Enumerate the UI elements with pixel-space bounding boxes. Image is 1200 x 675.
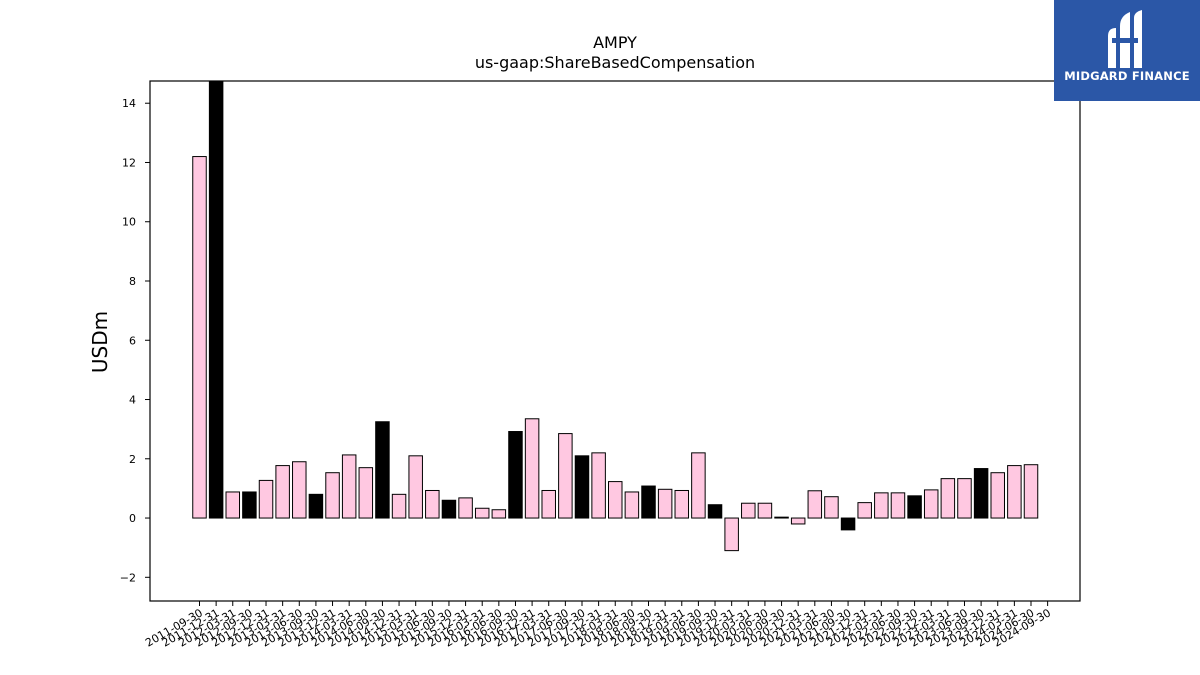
bar-2017-03-31 [541,489,556,519]
bar-2012-03-31 [225,491,241,519]
bar-2021-06-30 [824,496,839,519]
bar-2017-09-30 [574,455,590,519]
bar-2023-09-30 [973,468,989,519]
midgard-logo-icon [1108,10,1142,68]
chart-title: AMPY [593,33,637,52]
bar-2014-09-30 [375,421,390,519]
bar-2013-12-31 [325,472,340,519]
bar-2023-06-30 [957,478,972,519]
y-tick-label: 0 [129,512,136,525]
logo-text: MIDGARD FINANCE [1064,69,1190,83]
y-tick-label: 14 [122,97,136,110]
bar-2011-12-31 [208,80,224,519]
bar-2015-03-31 [408,455,423,519]
bar-2013-09-30 [308,493,324,519]
bar-2017-06-30 [558,433,573,519]
bar-2019-06-30 [691,452,706,519]
bar-2016-12-31 [524,418,540,519]
y-tick-label: 4 [129,394,136,407]
bar-2016-06-30 [491,509,507,519]
x-ticks-group: 2011-09-302011-12-312012-03-312012-09-30… [143,601,1053,650]
bar-2019-12-31 [724,517,739,552]
y-tick-label: −2 [120,571,136,584]
bar-2012-12-31 [258,479,274,519]
bar-2022-09-30 [907,495,922,519]
bar-2024-06-30 [1023,464,1039,519]
bar-2015-06-30 [425,489,440,519]
bar-2021-12-31 [857,502,872,519]
plot-frame [149,80,1081,602]
midgard-finance-logo: MIDGARD FINANCE [1054,0,1200,101]
bar-2014-03-31 [341,454,357,519]
chart-subtitle: us-gaap:ShareBasedCompensation [475,53,755,72]
bar-2014-06-30 [358,467,374,519]
bar-2015-12-31 [458,497,473,519]
bar-2024-03-31 [1007,465,1022,519]
bar-2022-03-31 [874,492,889,519]
bar-2020-06-30 [757,502,773,519]
y-tick-label: 6 [129,334,136,347]
y-tick-label: 2 [129,453,136,466]
bar-2013-03-31 [275,465,290,519]
bar-2012-09-30 [242,491,257,519]
bar-2013-06-30 [292,461,307,519]
bar-2020-03-31 [741,502,756,519]
bar-2022-12-31 [923,489,939,519]
y-tick-label: 8 [129,275,136,288]
y-axis-label: USDm [88,311,112,373]
bar-2011-09-30 [192,156,207,519]
bar-2018-06-30 [624,491,640,519]
bar-2022-06-30 [890,492,906,519]
bar-2023-03-31 [940,478,956,519]
bar-2020-12-31 [790,517,806,525]
y-tick-label: 10 [122,216,136,229]
bar-2019-03-31 [674,489,690,519]
y-tick-label: 12 [122,156,136,169]
bar-2021-03-31 [807,490,823,519]
y-ticks-group: −2 0 2 4 6 8 10 12 14 [120,97,150,584]
bar-2018-03-31 [608,481,623,519]
bar-2020-09-30 [774,516,789,519]
bar-2015-09-30 [441,499,457,519]
bar-2016-09-30 [508,431,523,519]
bar-2014-12-31 [391,493,407,519]
bar-2016-03-31 [474,507,490,519]
bar-2017-12-31 [591,452,606,519]
bar-2023-12-31 [990,472,1005,519]
bar-2018-12-31 [657,488,673,519]
bar-2021-09-30 [840,517,856,531]
bar-2018-09-30 [641,485,656,519]
bar-2019-09-30 [707,504,723,519]
bars-group [192,80,1039,552]
